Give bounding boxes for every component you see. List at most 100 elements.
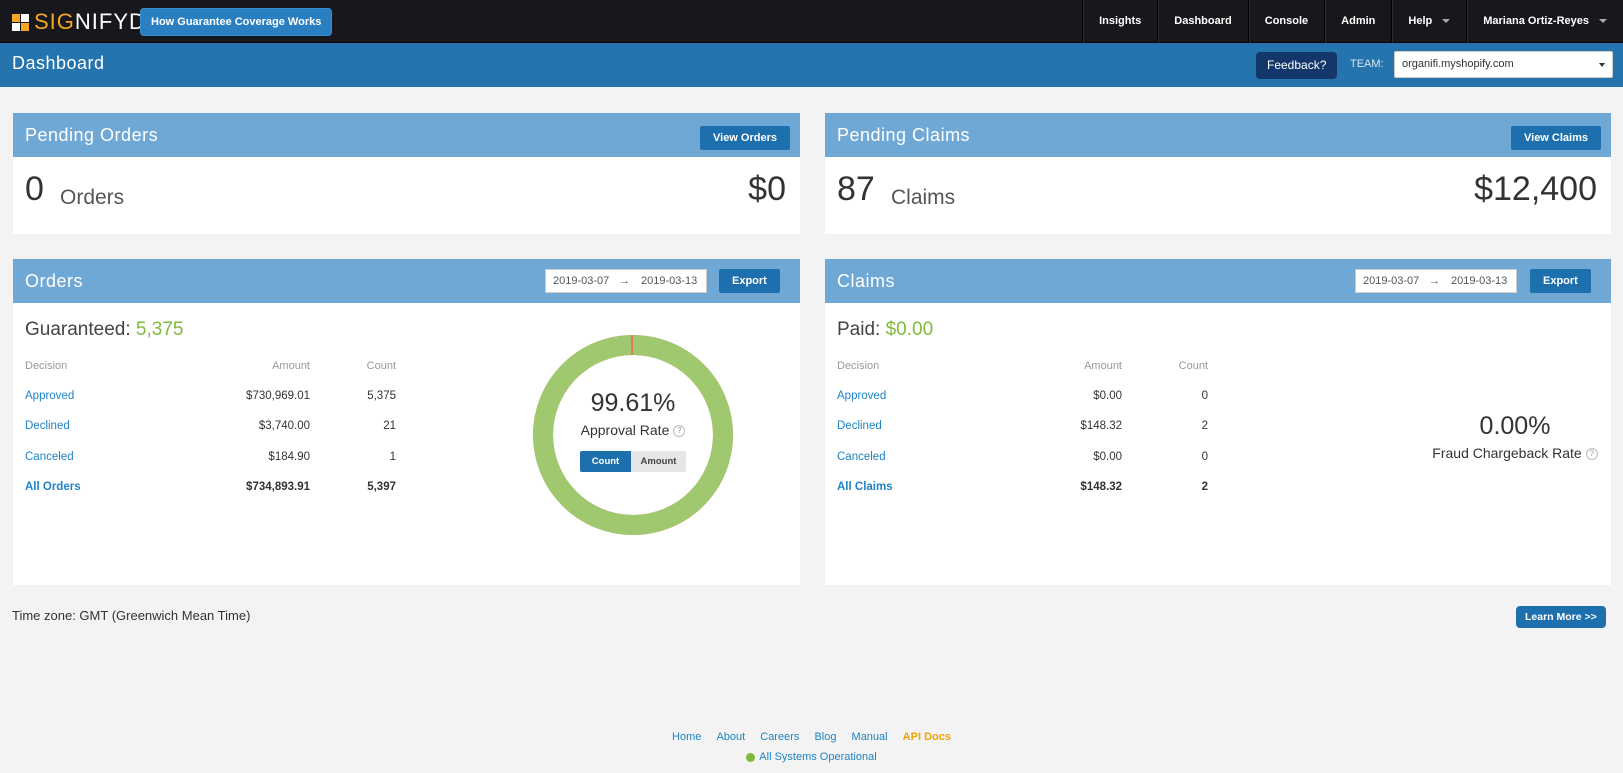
guaranteed-summary: Guaranteed: 5,375 bbox=[25, 319, 183, 341]
pending-orders-header: Pending Orders View Orders bbox=[13, 113, 800, 157]
timezone-text: Time zone: GMT (Greenwich Mean Time) bbox=[12, 608, 251, 623]
claims-row-canceled-count: 0 bbox=[1201, 451, 1208, 463]
footer-link-about[interactable]: About bbox=[716, 731, 746, 743]
learn-more-button[interactable]: Learn More >> bbox=[1516, 606, 1606, 628]
chevron-down-icon bbox=[1599, 63, 1605, 67]
footer-links: Home About Careers Blog Manual API Docs bbox=[0, 731, 1623, 743]
pending-orders-count: 0 bbox=[25, 170, 44, 208]
approval-rate-label: Approval Rate bbox=[580, 422, 670, 438]
orders-panel: Orders 2019-03-07 → 2019-03-13 Export Gu… bbox=[13, 259, 800, 585]
feedback-button[interactable]: Feedback? bbox=[1256, 52, 1338, 79]
orders-col-count: Count bbox=[366, 360, 396, 372]
approval-rate-label-row: Approval Rate? bbox=[532, 422, 734, 438]
orders-row-declined-link[interactable]: Declined bbox=[25, 420, 70, 432]
orders-row-approved-amount: $730,969.01 bbox=[246, 390, 310, 402]
claims-row-approved-link[interactable]: Approved bbox=[837, 390, 887, 402]
orders-row-canceled-link[interactable]: Canceled bbox=[25, 451, 74, 463]
claims-date-range[interactable]: 2019-03-07 → 2019-03-13 bbox=[1355, 269, 1517, 293]
pending-orders-unit: Orders bbox=[60, 186, 125, 209]
claims-date-to: 2019-03-13 bbox=[1451, 275, 1508, 287]
nav-dashboard[interactable]: Dashboard bbox=[1157, 0, 1247, 43]
arrow-right-icon: → bbox=[1429, 275, 1440, 287]
system-status-text: All Systems Operational bbox=[759, 751, 877, 763]
pending-orders-amount: $0 bbox=[748, 170, 786, 208]
claims-col-count: Count bbox=[1178, 360, 1208, 372]
team-select[interactable]: organifi.myshopify.com bbox=[1394, 51, 1613, 78]
guarantee-coverage-button[interactable]: How Guarantee Coverage Works bbox=[140, 8, 333, 36]
orders-col-amount: Amount bbox=[272, 360, 310, 372]
orders-row-canceled-amount: $184.90 bbox=[268, 451, 310, 463]
pending-claims-unit: Claims bbox=[891, 186, 956, 209]
orders-header: Orders 2019-03-07 → 2019-03-13 Export bbox=[13, 259, 800, 303]
nav-links: Insights Dashboard Console Admin Help Ma… bbox=[1082, 0, 1623, 43]
donut-approved-segment bbox=[533, 335, 733, 535]
toggle-amount-button[interactable]: Amount bbox=[631, 451, 686, 472]
top-navbar: SIGNIFYD How Guarantee Coverage Works In… bbox=[0, 0, 1623, 43]
orders-date-from: 2019-03-07 bbox=[553, 275, 610, 287]
fraud-rate-label: Fraud Chargeback Rate bbox=[1432, 445, 1582, 461]
nav-user-menu[interactable]: Mariana Ortiz-Reyes bbox=[1466, 0, 1623, 43]
footer-link-manual[interactable]: Manual bbox=[851, 731, 888, 743]
approval-rate-donut: 99.61% Approval Rate? Count Amount bbox=[532, 334, 734, 536]
toggle-count-button[interactable]: Count bbox=[580, 451, 631, 472]
orders-row-declined-count: 21 bbox=[383, 420, 396, 432]
nav-insights[interactable]: Insights bbox=[1082, 0, 1157, 43]
footer-link-blog[interactable]: Blog bbox=[814, 731, 837, 743]
orders-col-decision: Decision bbox=[25, 360, 68, 372]
claims-total-amount: $148.32 bbox=[1080, 481, 1122, 493]
chevron-down-icon bbox=[1442, 19, 1451, 24]
view-claims-button[interactable]: View Claims bbox=[1511, 126, 1601, 150]
nav-admin[interactable]: Admin bbox=[1324, 0, 1391, 43]
nav-help[interactable]: Help bbox=[1391, 0, 1466, 43]
orders-row-declined-amount: $3,740.00 bbox=[258, 420, 310, 432]
footer-link-careers[interactable]: Careers bbox=[760, 731, 800, 743]
all-claims-link[interactable]: All Claims bbox=[837, 481, 893, 493]
paid-label: Paid: bbox=[837, 319, 881, 340]
arrow-right-icon: → bbox=[619, 275, 630, 287]
approval-rate-value: 99.61% bbox=[590, 389, 676, 417]
count-amount-toggle: Count Amount bbox=[580, 451, 686, 472]
claims-row-declined-count: 2 bbox=[1201, 420, 1208, 432]
orders-export-button[interactable]: Export bbox=[719, 269, 780, 293]
orders-row-approved-link[interactable]: Approved bbox=[25, 390, 75, 402]
system-status[interactable]: All Systems Operational bbox=[0, 751, 1623, 763]
claims-date-from: 2019-03-07 bbox=[1363, 275, 1420, 287]
approval-donut-svg bbox=[533, 335, 733, 535]
orders-total-count: 5,397 bbox=[367, 481, 396, 493]
claims-row-approved-count: 0 bbox=[1201, 390, 1208, 402]
page-header: Dashboard Feedback? TEAM: organifi.mysho… bbox=[0, 43, 1623, 87]
pending-claims-count: 87 bbox=[837, 170, 875, 208]
claims-row-canceled-amount: $0.00 bbox=[1093, 451, 1122, 463]
claims-header: Claims 2019-03-07 → 2019-03-13 Export bbox=[825, 259, 1611, 303]
all-orders-link[interactable]: All Orders bbox=[25, 481, 81, 493]
team-label: TEAM: bbox=[1350, 58, 1384, 70]
claims-export-button[interactable]: Export bbox=[1530, 269, 1591, 293]
logo-text-suffix: NIFYD bbox=[74, 9, 146, 34]
signifyd-logo[interactable]: SIGNIFYD bbox=[12, 9, 146, 35]
logo-mark-icon bbox=[12, 12, 32, 32]
user-name: Mariana Ortiz-Reyes bbox=[1483, 15, 1589, 27]
pending-orders-panel: Pending Orders View Orders 0 Orders $0 bbox=[13, 113, 800, 234]
view-orders-button[interactable]: View Orders bbox=[700, 126, 790, 150]
orders-row-approved-count: 5,375 bbox=[367, 390, 396, 402]
fraud-rate-label-row: Fraud Chargeback Rate? bbox=[1385, 445, 1623, 461]
guaranteed-value: 5,375 bbox=[135, 319, 184, 340]
claims-row-canceled-link[interactable]: Canceled bbox=[837, 451, 886, 463]
help-icon[interactable]: ? bbox=[1585, 448, 1598, 461]
footer-link-api-docs[interactable]: API Docs bbox=[902, 731, 951, 743]
orders-total-amount: $734,893.91 bbox=[246, 481, 310, 493]
page-title: Dashboard bbox=[12, 53, 105, 73]
orders-row-canceled-count: 1 bbox=[389, 451, 396, 463]
nav-console[interactable]: Console bbox=[1247, 0, 1324, 43]
help-icon[interactable]: ? bbox=[673, 425, 686, 438]
claims-row-approved-amount: $0.00 bbox=[1093, 390, 1122, 402]
claims-col-amount: Amount bbox=[1084, 360, 1122, 372]
claims-total-count: 2 bbox=[1201, 481, 1208, 493]
footer-link-home[interactable]: Home bbox=[672, 731, 702, 743]
claims-row-declined-link[interactable]: Declined bbox=[837, 420, 882, 432]
claims-title: Claims bbox=[837, 271, 896, 291]
chevron-down-icon bbox=[1599, 19, 1607, 24]
orders-date-range[interactable]: 2019-03-07 → 2019-03-13 bbox=[545, 269, 707, 293]
pending-claims-title: Pending Claims bbox=[837, 125, 971, 145]
logo-text-prefix: SIG bbox=[34, 9, 75, 34]
